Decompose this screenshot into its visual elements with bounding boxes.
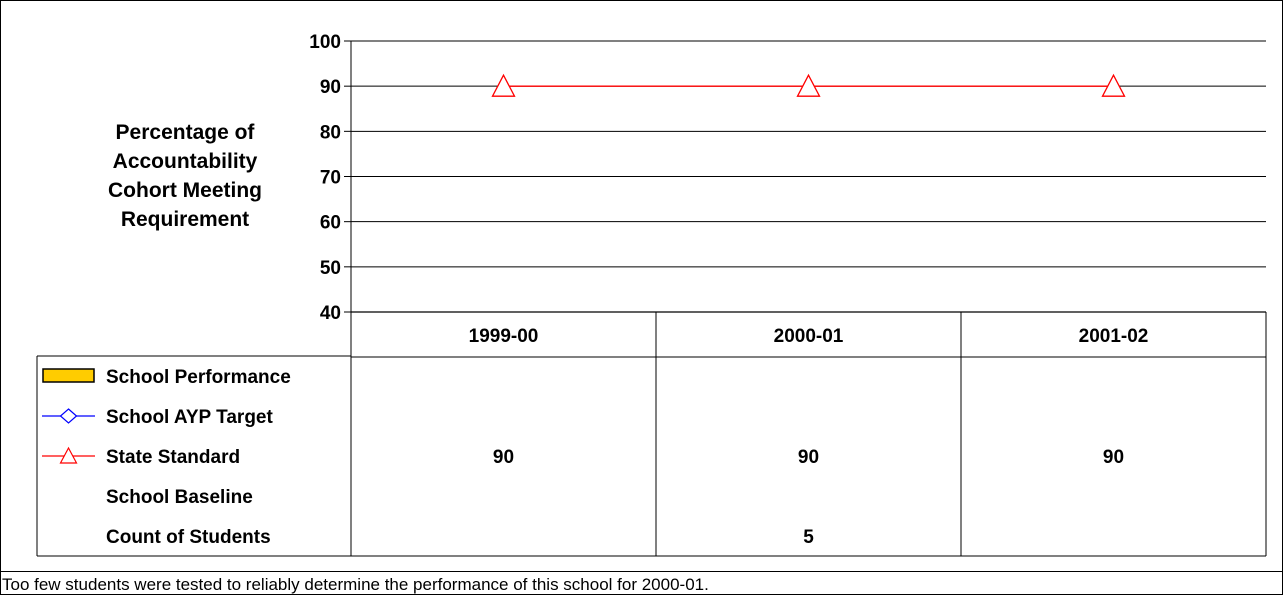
table-cell-value: 90 [798, 447, 819, 468]
y-tick-label: 70 [320, 168, 341, 189]
legend-row-label: Count of Students [106, 527, 271, 548]
legend-key-diamond [59, 408, 78, 424]
x-tick-label: 2001-02 [1079, 326, 1149, 347]
y-tick-label: 80 [320, 122, 341, 143]
data-point-triangle [1101, 73, 1126, 97]
y-tick-label: 40 [320, 303, 341, 324]
legend-row-label: School Performance [106, 367, 291, 388]
legend-row-label: State Standard [106, 447, 240, 468]
x-tick-label: 1999-00 [469, 326, 539, 347]
footnote-divider [0, 571, 1283, 572]
y-axis-label: Percentage of Accountability Cohort Meet… [108, 121, 262, 231]
data-table: 1999-00 2000-01 2001-02 School Performance S… [36, 312, 1267, 557]
legend-row-label: School Baseline [106, 487, 253, 508]
data-point-triangle [796, 73, 821, 97]
y-tick-label: 50 [320, 258, 341, 279]
y-tick-label: 100 [309, 32, 341, 53]
data-point-triangle [491, 73, 516, 97]
y-tick-label: 60 [320, 213, 341, 234]
table-cell-value: 90 [1103, 447, 1124, 468]
legend-key-bar [42, 368, 95, 383]
table-cell-value: 5 [803, 527, 814, 548]
footnote: Too few students were tested to reliably… [2, 575, 709, 594]
legend-row-label: School AYP Target [106, 407, 273, 428]
legend-key-triangle [59, 446, 78, 464]
y-tick-label: 90 [320, 77, 341, 98]
series-marks [491, 73, 1126, 97]
y-tick-labels: 100 90 80 70 60 50 40 [309, 32, 341, 324]
table-cell-value: 90 [493, 447, 514, 468]
x-tick-label: 2000-01 [774, 326, 844, 347]
